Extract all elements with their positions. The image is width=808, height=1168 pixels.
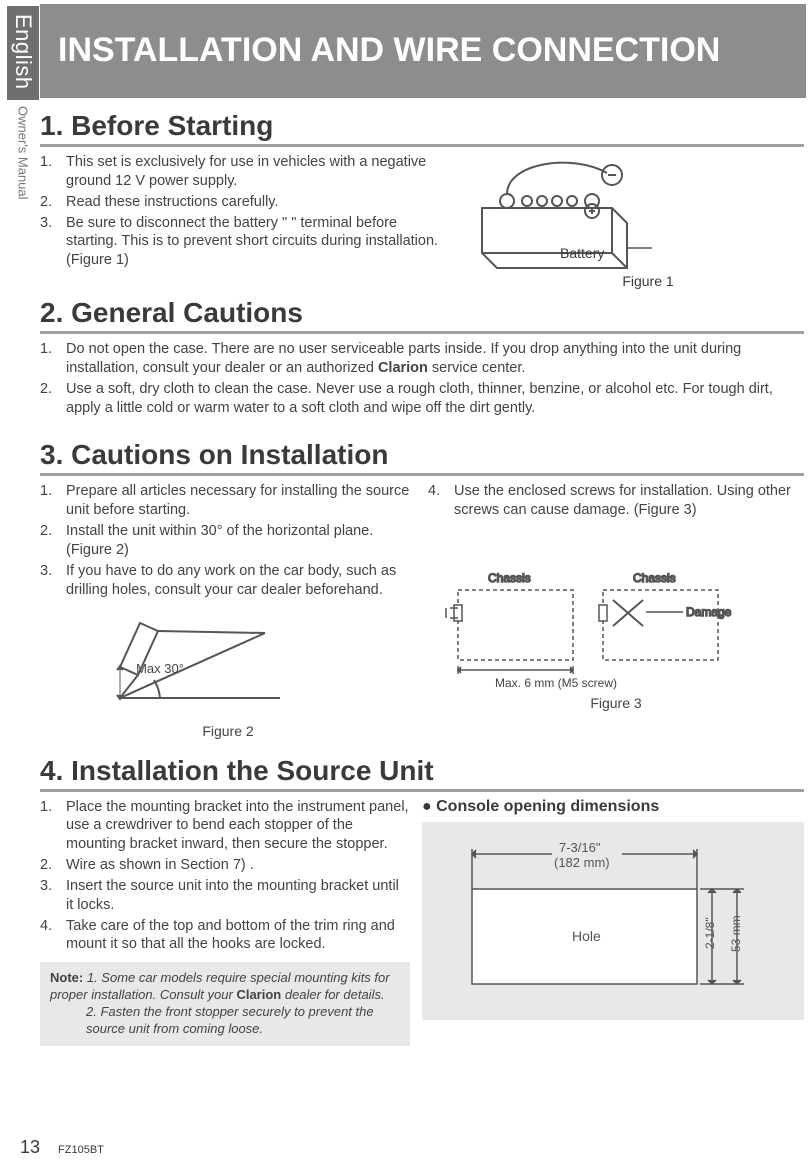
battery-label: Battery [560,245,604,261]
fig2-cap: Figure 2 [40,722,416,740]
dim-w: 7-3/16" [559,840,601,855]
svg-text:Chassis: Chassis [488,571,531,585]
manual-tab: Owner's Manual [14,100,33,206]
section4-heading: 4. Installation the Source Unit [40,755,804,792]
battery-figure [452,153,682,283]
console-heading: Console opening dimensions [436,798,659,815]
section4-left: 1.Place the mounting bracket into the in… [40,798,410,1046]
svg-text:Damage: Damage [686,605,732,619]
fig1-cap: Figure 1 [492,273,804,289]
footer: 13 FZ105BT [20,1137,104,1158]
section4-right: ● Console opening dimensions [422,798,804,1046]
section3-right: 4.Use the enclosed screws for installati… [428,482,804,740]
section1-heading: 1. Before Starting [40,110,804,147]
console-figure: 7-3/16" (182 mm) Hole 2-1/8" 53 mm [452,834,772,1004]
screw-label: Max. 6 mm (M5 screw) [308,676,804,692]
note-box: Note: 1. Some car models require special… [40,962,410,1046]
title-bar: INSTALLATION AND WIRE CONNECTION [40,4,806,98]
fig3-cap: Figure 3 [428,694,804,712]
section3-heading: 3. Cautions on Installation [40,439,804,476]
model-number: FZ105BT [58,1144,104,1156]
section2-list: 1. Do not open the case. There are no us… [40,340,804,417]
dim-w-mm: (182 mm) [554,855,610,870]
angle-label: Max 30° [0,661,348,678]
language-tab: English [7,6,39,100]
section1-list: 1.This set is exclusively for use in veh… [40,153,440,289]
svg-text:Chassis: Chassis [633,571,676,585]
page-number: 13 [20,1137,40,1158]
section3-left: 1.Prepare all articles necessary for ins… [40,482,416,740]
dim-h: 2-1/8" [703,917,717,949]
chassis-figure: Chassis Chassis Damage [428,570,748,690]
section2-heading: 2. General Cautions [40,297,804,334]
page-title: INSTALLATION AND WIRE CONNECTION [58,31,720,70]
dim-h-mm: 53 mm [729,915,743,952]
hole-label: Hole [572,928,601,944]
